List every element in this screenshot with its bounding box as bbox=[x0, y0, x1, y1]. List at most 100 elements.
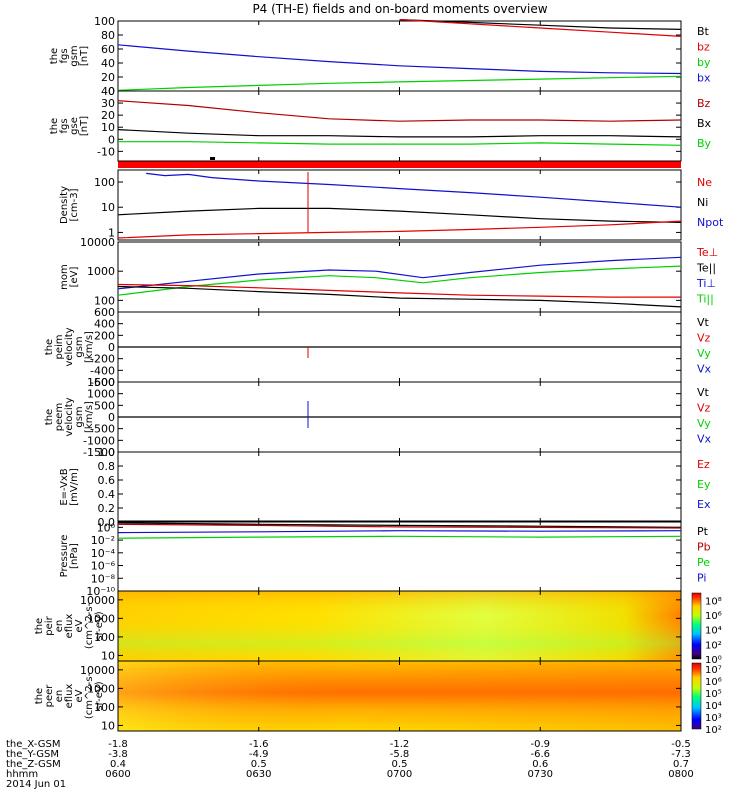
legend-label: Pi bbox=[697, 571, 706, 584]
y-tick-label: -600 bbox=[90, 376, 115, 389]
time-axis-value: -0.5 bbox=[671, 739, 691, 750]
series-line-Ti⊥ bbox=[117, 256, 682, 290]
series-line-Te|| bbox=[117, 285, 682, 308]
y-axis-label: the bbox=[44, 339, 55, 355]
y-tick-label: 20 bbox=[101, 71, 115, 84]
ephem-label-z: the_Z-GSM bbox=[6, 759, 61, 770]
y-axis-label: peim bbox=[54, 334, 65, 359]
legend-label: Vx bbox=[697, 432, 712, 445]
time-axis-value: 0800 bbox=[668, 769, 693, 780]
y-tick-label: 10 bbox=[101, 719, 115, 732]
legend-label: Ez bbox=[697, 458, 710, 471]
plot-title: P4 (TH-E) fields and on-board moments ov… bbox=[252, 2, 547, 16]
time-axis-value: 0600 bbox=[105, 769, 130, 780]
y-axis-label: [mV/m] bbox=[69, 468, 80, 506]
panel-frame bbox=[117, 451, 682, 523]
peir-colorbar bbox=[691, 592, 702, 660]
legend-label: Pb bbox=[697, 540, 711, 553]
y-tick-label: 10⁻⁴ bbox=[91, 547, 116, 560]
y-tick-label: 1000 bbox=[87, 612, 115, 625]
y-axis-label: [nT] bbox=[79, 116, 90, 136]
peer-colorbar bbox=[691, 662, 702, 730]
time-axis-value: 0.4 bbox=[110, 759, 126, 770]
time-axis-labels: the_X-GSM the_Y-GSM the_Z-GSM hhmm 2014 … bbox=[6, 739, 66, 790]
colorbar-tick-label: 10⁶ bbox=[705, 611, 722, 622]
peir-spectrogram-image bbox=[118, 591, 681, 661]
y-axis-label: [cm-3] bbox=[69, 188, 80, 221]
time-axis-value: 0630 bbox=[246, 769, 271, 780]
y-axis-label: mom bbox=[59, 264, 70, 290]
time-axis-value: 0.5 bbox=[251, 759, 267, 770]
legend-label: Pe bbox=[697, 556, 710, 569]
y-tick-label: 1.0 bbox=[98, 446, 116, 459]
y-tick-label: 100 bbox=[94, 15, 115, 28]
y-axis-label: eV bbox=[74, 619, 85, 632]
y-tick-label: 100 bbox=[94, 176, 115, 189]
y-axis-label: eV bbox=[74, 689, 85, 702]
colorbar-tick-label: 10⁶ bbox=[705, 677, 722, 688]
legend-label: Bz bbox=[697, 97, 711, 110]
y-axis-label: sr-eV) bbox=[94, 611, 105, 640]
legend-label: By bbox=[697, 137, 712, 150]
y-axis-label: the bbox=[34, 688, 45, 704]
legend-label: Vt bbox=[697, 316, 710, 329]
y-tick-label: 200 bbox=[94, 329, 115, 342]
time-axis-value: -4.9 bbox=[249, 749, 269, 760]
y-tick-label: 0 bbox=[108, 85, 115, 98]
series-line-Pt bbox=[117, 522, 682, 529]
y-tick-label: 1000 bbox=[87, 265, 115, 278]
colorbar-tick-label: 10⁴ bbox=[705, 626, 722, 637]
legend-label: bx bbox=[697, 71, 711, 84]
time-axis-value: -1.2 bbox=[390, 739, 410, 750]
legend-label: Bx bbox=[697, 117, 712, 130]
legend-label: Npot bbox=[697, 216, 724, 229]
quality-flag-bar bbox=[118, 161, 681, 168]
series-line-bx bbox=[117, 44, 682, 75]
y-axis-label: peer bbox=[44, 684, 55, 708]
y-tick-label: 10⁻² bbox=[91, 534, 115, 547]
y-axis-label: [nT] bbox=[79, 46, 90, 66]
y-tick-label: 10 bbox=[101, 201, 115, 214]
legend-label: Vy bbox=[697, 417, 711, 430]
y-tick-label: 500 bbox=[94, 399, 115, 412]
y-axis-label: en bbox=[54, 620, 65, 633]
y-tick-label: 40 bbox=[101, 57, 115, 70]
legend-label: Ey bbox=[697, 478, 711, 491]
y-tick-label: -400 bbox=[90, 364, 115, 377]
y-tick-label: -10 bbox=[97, 145, 115, 158]
legend-label: Pt bbox=[697, 525, 709, 538]
y-axis-label: peir bbox=[44, 615, 55, 635]
y-tick-label: 0 bbox=[108, 133, 115, 146]
y-axis-label: Density bbox=[59, 186, 70, 224]
series-line-Bt bbox=[399, 19, 682, 30]
legend-label: Te⊥ bbox=[696, 246, 718, 259]
time-axis-value: -6.6 bbox=[530, 749, 550, 760]
y-tick-label: 10⁻¹⁰ bbox=[86, 585, 115, 598]
legend-label: Ni bbox=[697, 196, 708, 209]
series-line-Ni bbox=[117, 207, 682, 223]
series-line-Npot bbox=[146, 172, 682, 208]
series-line-Te⊥ bbox=[117, 283, 681, 298]
colorbar-tick-label: 10³ bbox=[705, 713, 722, 724]
legend-label: by bbox=[697, 56, 711, 69]
y-tick-label: 100 bbox=[94, 701, 115, 714]
y-tick-label: -200 bbox=[90, 353, 115, 366]
series-line-Pi bbox=[117, 530, 682, 534]
legend-label: Ti|| bbox=[696, 292, 714, 305]
panel-frame bbox=[117, 241, 682, 313]
y-axis-label: gsm bbox=[74, 336, 85, 357]
y-axis-label: gse bbox=[69, 117, 80, 135]
y-tick-label: 100 bbox=[94, 294, 115, 307]
legend-label: bz bbox=[697, 40, 710, 53]
time-axis-value: 0.5 bbox=[392, 759, 408, 770]
y-axis-label: gsm bbox=[74, 406, 85, 427]
time-axis-value: -3.8 bbox=[108, 749, 128, 760]
time-axis-value: -7.3 bbox=[671, 749, 691, 760]
y-axis-label: sr-eV) bbox=[94, 681, 105, 710]
y-axis-label: eflux bbox=[64, 614, 75, 639]
time-axis-value: 0700 bbox=[387, 769, 412, 780]
ephem-label-time: hhmm bbox=[6, 769, 38, 780]
y-tick-label: 0 bbox=[108, 411, 115, 424]
